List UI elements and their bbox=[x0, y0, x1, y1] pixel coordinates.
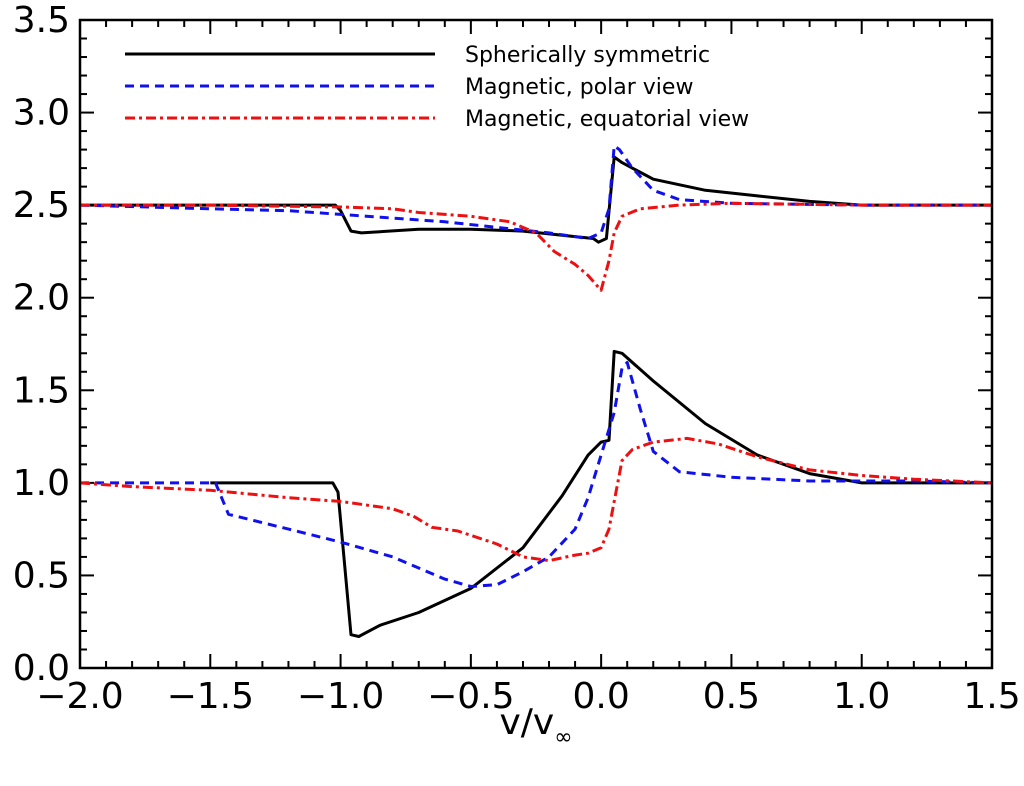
x-tick-label: 0.0 bbox=[573, 676, 630, 717]
x-tick-label: −2.0 bbox=[36, 676, 123, 717]
legend-label-magnetic-polar-view: Magnetic, polar view bbox=[465, 75, 693, 100]
x-tick-label: −1.5 bbox=[167, 676, 254, 717]
series-line-spherically-symmetric-2 bbox=[80, 155, 992, 244]
y-tick-label: 2.0 bbox=[13, 278, 70, 319]
series-line-magnetic-equatorial-view-1 bbox=[79, 436, 993, 563]
x-tick-label: 1.0 bbox=[833, 676, 890, 717]
y-tick-label: 2.5 bbox=[13, 185, 70, 226]
y-tick-label: 1.0 bbox=[13, 463, 70, 504]
x-tick-label: −1.0 bbox=[297, 676, 384, 717]
plot-frame bbox=[78, 18, 994, 670]
x-axis-title-main: v/v bbox=[499, 702, 554, 743]
legend: Spherically symmetric Magnetic, polar vie… bbox=[125, 43, 749, 132]
y-tick-label: 3.0 bbox=[13, 93, 70, 134]
y-tick-label: 0.5 bbox=[13, 555, 70, 596]
series-line-spherically-symmetric-1 bbox=[210, 349, 992, 638]
x-tick-label: 1.5 bbox=[963, 676, 1020, 717]
x-tick-label: 0.5 bbox=[703, 676, 760, 717]
series-layer bbox=[79, 144, 993, 638]
legend-label-spherically-symmetric: Spherically symmetric bbox=[465, 43, 710, 68]
x-axis-title-subscript: ∞ bbox=[554, 725, 572, 750]
y-tick-label: 3.5 bbox=[13, 0, 70, 41]
x-tick-label: −0.5 bbox=[427, 676, 514, 717]
axis-tick-labels: −2.0 −1.5 −1.0 −0.5 0.0 0.5 1.0 1.5 0.0 0.5 1.0 1.5… bbox=[13, 0, 1021, 717]
series-line-magnetic-equatorial-view-2 bbox=[80, 201, 992, 292]
y-tick-label: 1.5 bbox=[13, 370, 70, 411]
y-tick-label: 0.0 bbox=[13, 648, 70, 689]
series-line-magnetic-polar-view-2 bbox=[79, 144, 992, 240]
legend-label-magnetic-equatorial-view: Magnetic, equatorial view bbox=[465, 107, 749, 132]
series-line-magnetic-polar-view-1 bbox=[80, 361, 993, 588]
x-axis-title: v/v∞ bbox=[499, 702, 572, 750]
